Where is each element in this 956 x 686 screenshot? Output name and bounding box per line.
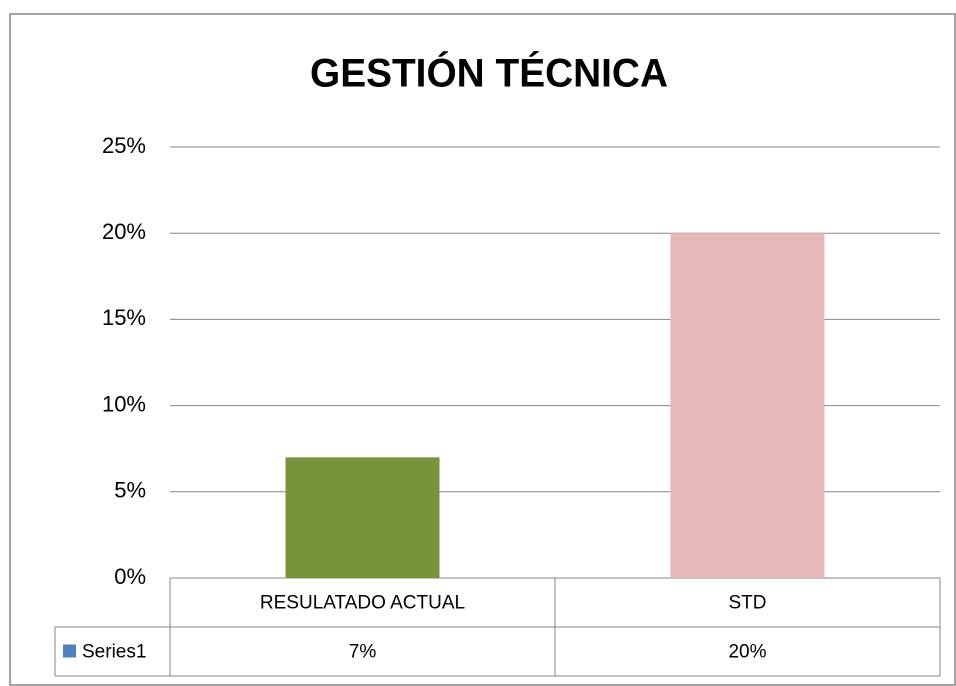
y-tick-label: 5%	[114, 478, 146, 503]
y-tick-label: 20%	[102, 219, 146, 244]
y-tick-label: 15%	[102, 305, 146, 330]
bar	[670, 233, 825, 578]
y-tick-label: 25%	[102, 133, 146, 158]
y-tick-label: 10%	[102, 391, 146, 416]
chart-title: GESTIÓN TÉCNICA	[310, 50, 668, 96]
data-table-value: 20%	[728, 642, 766, 663]
x-tick-label: STD	[729, 593, 767, 614]
y-tick-label: 0%	[114, 564, 146, 589]
legend-key	[63, 644, 76, 658]
bar	[285, 457, 440, 578]
x-tick-label: RESULATADO ACTUAL	[260, 593, 465, 614]
data-table-value: 7%	[349, 642, 377, 663]
legend-label: Series1	[82, 642, 146, 663]
